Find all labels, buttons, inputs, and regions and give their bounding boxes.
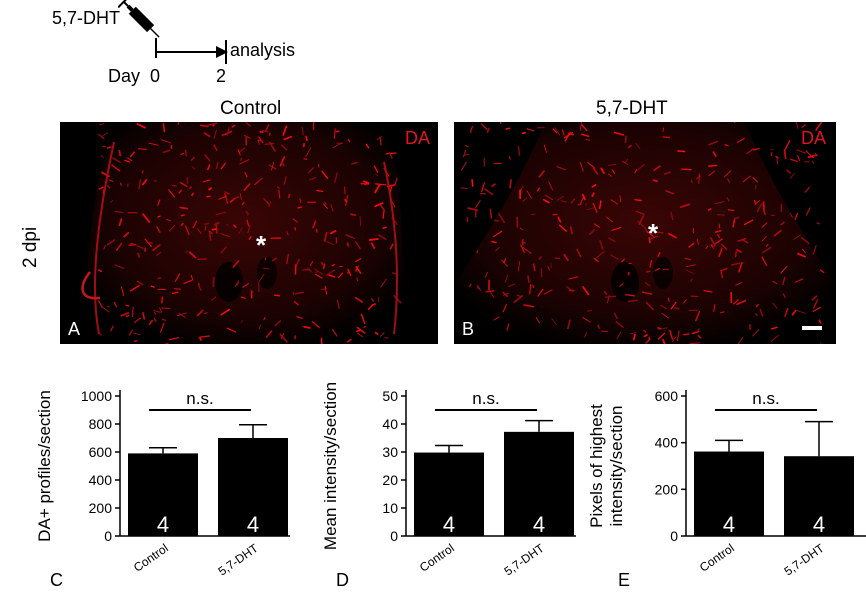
n-label: 4 [723, 512, 735, 537]
day-start-tick: 0 [150, 66, 161, 86]
scale-bar [802, 326, 822, 330]
bar [414, 452, 484, 536]
endpoint-label: analysis [230, 40, 296, 60]
micrograph-image-treatment [455, 122, 835, 344]
y-tick-label: 30 [382, 444, 398, 460]
n-label: 4 [443, 512, 455, 537]
y-tick-label: 20 [382, 472, 398, 488]
n-label: 4 [533, 512, 545, 537]
significance-label: n.s. [752, 389, 779, 408]
significance-label: n.s. [186, 389, 213, 408]
bar [784, 456, 854, 536]
bar [504, 431, 574, 536]
category-label: 5,7-DHT [782, 541, 828, 579]
day-label: Day [108, 66, 141, 86]
panel-letter: A [68, 319, 81, 339]
y-tick-label: 200 [655, 481, 679, 497]
y-tick-label: 40 [382, 416, 398, 432]
y-tick-label: 0 [390, 528, 398, 544]
day-end-tick: 2 [216, 66, 227, 86]
y-tick-label: 600 [89, 444, 113, 460]
bar-chart-mean-intensity: Mean intensity/section 0 10 20 30 40 50 4 Contro… [321, 382, 576, 579]
drug-label: 5,7-DHT [52, 8, 121, 28]
bar-chart-profiles: DA+ profiles/section 0 200 400 600 800 1000 4 Co… [35, 388, 290, 579]
significance-label: n.s. [472, 389, 499, 408]
column-title-control: Control [220, 98, 282, 119]
n-label: 4 [813, 512, 825, 537]
bar [218, 438, 288, 536]
micrograph-panel-a: DA A * [60, 122, 438, 344]
asterisk-marker: * [648, 218, 659, 248]
bar [694, 451, 764, 536]
syringe-icon [118, 0, 160, 38]
y-tick-label: 10 [382, 500, 398, 516]
stain-label: DA [800, 128, 826, 148]
n-label: 4 [157, 512, 169, 537]
row-label-timepoint: 2 dpi [20, 226, 41, 268]
bar-chart-pixels-high-intensity: Pixels of highestintensity/section 0 200 40… [587, 388, 866, 579]
stain-label: DA [404, 128, 430, 148]
category-label: 5,7-DHT [216, 541, 262, 579]
timeline-arrow [155, 38, 228, 64]
micrograph-image-control [81, 122, 404, 344]
asterisk-marker: * [256, 230, 267, 260]
category-label: Control [131, 541, 171, 575]
y-tick-label: 800 [89, 416, 113, 432]
category-label: Control [697, 541, 737, 575]
bar [128, 453, 198, 536]
y-axis-label: DA+ profiles/section [35, 390, 54, 542]
category-label: Control [417, 541, 457, 575]
column-title-treatment: 5,7-DHT [596, 98, 668, 119]
panel-letter-d: D [336, 570, 349, 590]
n-label: 4 [247, 512, 259, 537]
category-label: 5,7-DHT [502, 541, 548, 579]
y-tick-label: 400 [655, 435, 679, 451]
panel-letter: B [462, 319, 475, 339]
y-axis-label: Mean intensity/section [321, 382, 340, 550]
panel-letter-c: C [50, 570, 63, 590]
y-tick-label: 0 [670, 528, 678, 544]
y-tick-label: 0 [104, 528, 112, 544]
y-tick-label: 1000 [81, 388, 112, 404]
y-tick-label: 400 [89, 472, 113, 488]
panel-letter-e: E [618, 570, 631, 590]
y-axis-label: Pixels of highestintensity/section [587, 404, 626, 528]
y-tick-label: 200 [89, 500, 113, 516]
y-tick-label: 600 [655, 388, 679, 404]
micrograph-panel-b: DA B * [454, 122, 836, 344]
y-tick-label: 50 [382, 388, 398, 404]
